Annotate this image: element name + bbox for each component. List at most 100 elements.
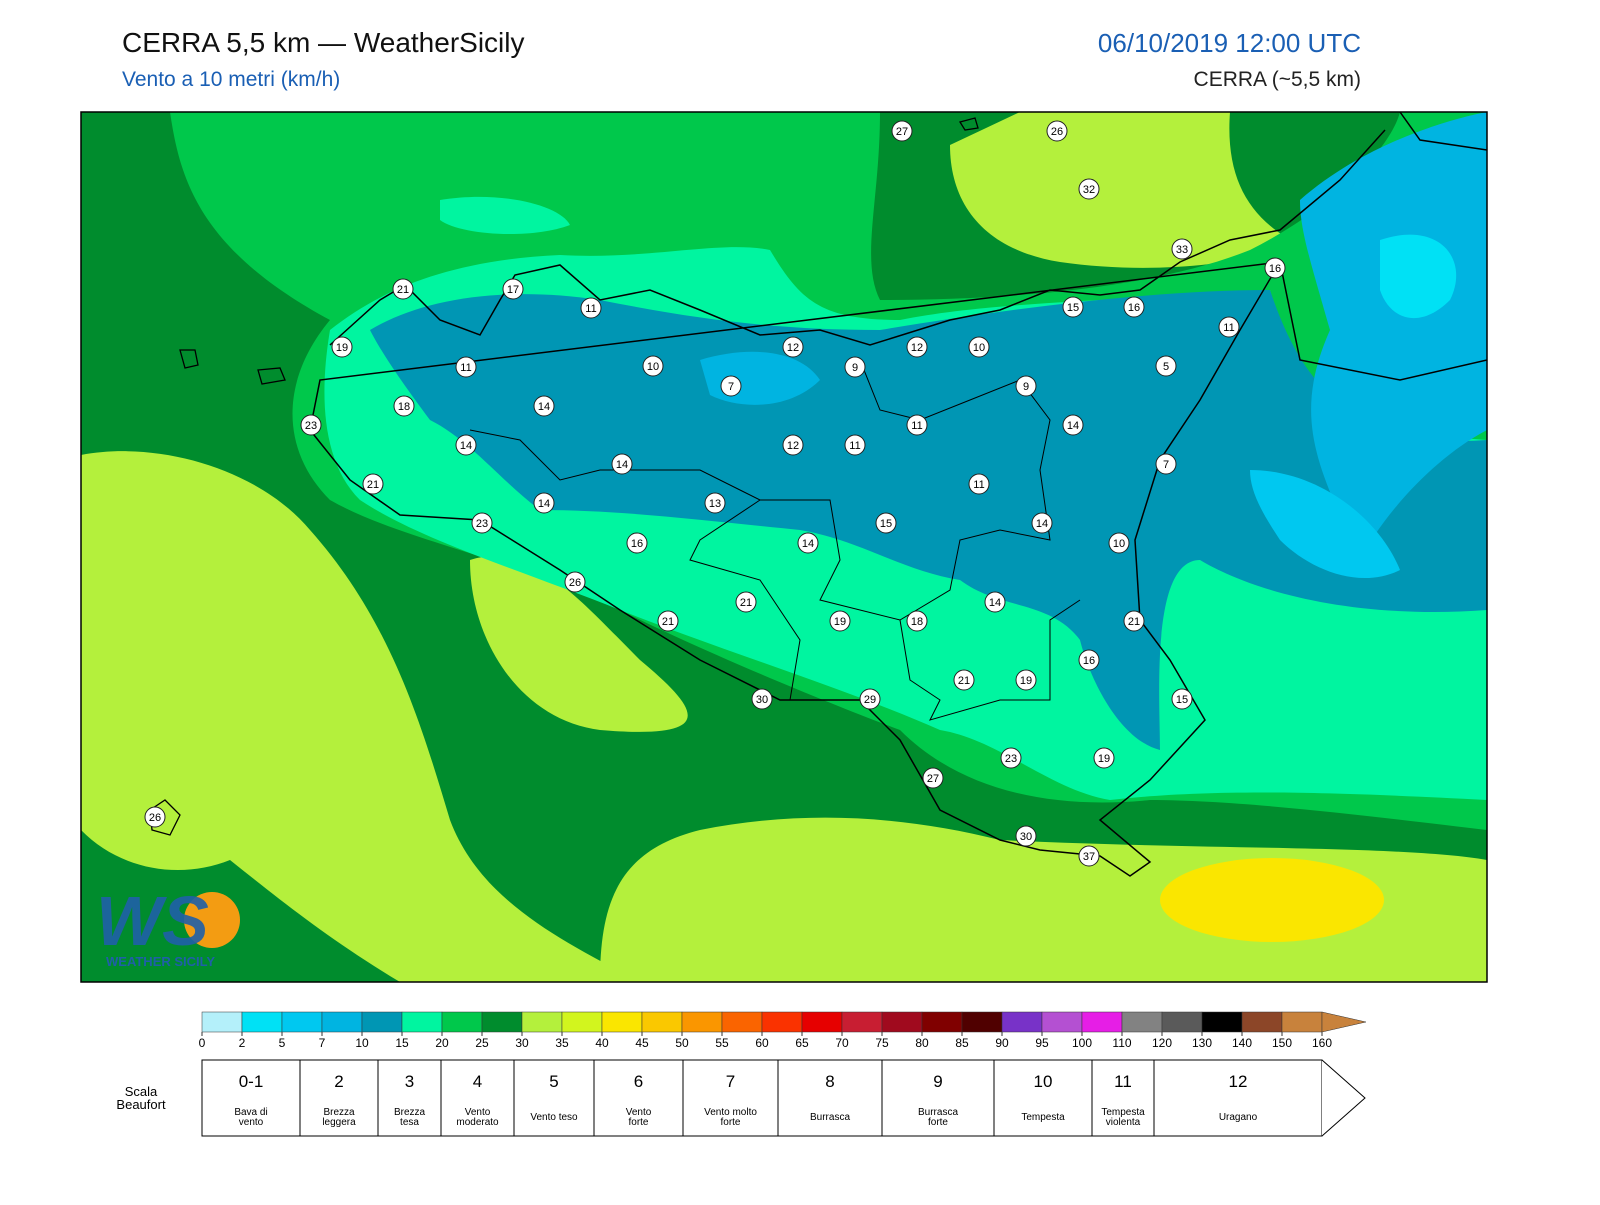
station-value: 11 xyxy=(1223,322,1234,334)
station-value: 27 xyxy=(896,126,908,138)
subtitle: Vento a 10 metri (km/h) xyxy=(122,68,340,91)
beaufort-force: 3 xyxy=(405,1072,414,1091)
station-marker xyxy=(392,278,414,300)
station-value: 23 xyxy=(305,420,317,432)
station-value: 15 xyxy=(1176,694,1188,706)
station-value: 15 xyxy=(1067,302,1079,314)
colorbar-label: 130 xyxy=(1192,1036,1212,1050)
beaufort-arrow xyxy=(1321,1059,1366,1137)
station-marker xyxy=(735,591,757,613)
station-marker xyxy=(875,512,897,534)
beaufort-force: 9 xyxy=(933,1072,942,1091)
station-marker xyxy=(751,688,773,710)
station-value: 32 xyxy=(1083,184,1095,196)
station-value: 14 xyxy=(616,459,628,471)
station-value: 21 xyxy=(1128,616,1140,628)
station-marker xyxy=(1123,610,1145,632)
station-value: 30 xyxy=(1020,831,1032,843)
station-marker xyxy=(1062,296,1084,318)
beaufort-label: Scala xyxy=(125,1084,158,1099)
colorbar-label: 2 xyxy=(239,1036,246,1050)
beaufort-cell xyxy=(682,1059,779,1137)
colorbar-label: 120 xyxy=(1152,1036,1172,1050)
station-marker xyxy=(1078,845,1100,867)
station-marker xyxy=(1264,257,1286,279)
station-value: 14 xyxy=(802,538,814,550)
colorbar-bin xyxy=(721,1011,763,1033)
station-marker xyxy=(1015,825,1037,847)
station-value: 16 xyxy=(1269,263,1281,275)
station-value: 29 xyxy=(864,694,876,706)
station-marker xyxy=(393,395,415,417)
beaufort-cell xyxy=(593,1059,684,1137)
station-value: 19 xyxy=(834,616,846,628)
station-marker xyxy=(502,278,524,300)
station-value: 12 xyxy=(911,342,923,354)
map-frame xyxy=(80,111,1488,983)
station-value: 15 xyxy=(880,518,892,530)
colorbar-bin xyxy=(201,1011,243,1033)
colorbar-label: 85 xyxy=(955,1036,969,1050)
station-marker xyxy=(1046,120,1068,142)
colorbar-bin xyxy=(241,1011,283,1033)
station-value: 12 xyxy=(787,440,799,452)
colorbar-label: 80 xyxy=(915,1036,929,1050)
beaufort-desc: Vento xyxy=(626,1107,652,1118)
beaufort-desc: forte xyxy=(628,1117,648,1128)
station-value: 18 xyxy=(911,616,923,628)
beaufort-cell xyxy=(993,1059,1093,1137)
station-marker xyxy=(580,297,602,319)
colorbar-bin xyxy=(1081,1011,1123,1033)
station-marker xyxy=(1155,355,1177,377)
colorbar-label: 50 xyxy=(675,1036,689,1050)
colorbar-bin xyxy=(481,1011,523,1033)
station-value: 21 xyxy=(397,284,409,296)
colorbar-label: 150 xyxy=(1272,1036,1292,1050)
station-value: 16 xyxy=(631,538,643,550)
model-info: CERRA (~5,5 km) xyxy=(1194,68,1361,91)
station-marker xyxy=(626,532,648,554)
station-marker xyxy=(1062,414,1084,436)
beaufort-desc: leggera xyxy=(322,1117,356,1128)
beaufort-desc: vento xyxy=(239,1117,264,1128)
station-marker xyxy=(720,375,742,397)
colorbar-label: 160 xyxy=(1312,1036,1332,1050)
station-marker xyxy=(1218,316,1240,338)
station-value: 9 xyxy=(852,362,858,374)
colorbar-label: 20 xyxy=(435,1036,449,1050)
station-value: 26 xyxy=(1051,126,1063,138)
colorbar-label: 30 xyxy=(515,1036,529,1050)
station-marker xyxy=(657,610,679,632)
colorbar-bin xyxy=(841,1011,883,1033)
station-marker xyxy=(455,356,477,378)
beaufort-force: 0-1 xyxy=(239,1072,264,1091)
colorbar: 0 2 5 7 10 15 20 25 30 35 40 45 50 55 60 65 70 75 80 85 90 95… xyxy=(199,1011,1367,1050)
beaufort-cell xyxy=(881,1059,995,1137)
beaufort-cell xyxy=(201,1059,301,1137)
station-value: 33 xyxy=(1176,244,1188,256)
colorbar-label: 7 xyxy=(319,1036,326,1050)
beaufort-force: 4 xyxy=(473,1072,482,1091)
colorbar-label: 75 xyxy=(875,1036,889,1050)
station-marker xyxy=(300,414,322,436)
colorbar-label: 55 xyxy=(715,1036,729,1050)
colorbar-bin xyxy=(281,1011,323,1033)
station-marker xyxy=(642,355,664,377)
station-marker xyxy=(362,473,384,495)
beaufort-desc: Burrasca xyxy=(810,1112,850,1123)
station-value: 13 xyxy=(709,498,721,510)
station-value: 16 xyxy=(1128,302,1140,314)
station-value: 14 xyxy=(989,597,1001,609)
station-value: 14 xyxy=(1036,518,1048,530)
colorbar-label: 10 xyxy=(355,1036,369,1050)
station-marker xyxy=(1078,178,1100,200)
beaufort-force: 6 xyxy=(634,1072,643,1091)
station-marker xyxy=(782,434,804,456)
beaufort-desc: Burrasca xyxy=(918,1107,958,1118)
station-value: 14 xyxy=(538,498,550,510)
colorbar-bin xyxy=(1241,1011,1283,1033)
station-marker xyxy=(906,610,928,632)
colorbar-bin xyxy=(441,1011,483,1033)
station-value: 14 xyxy=(1067,420,1079,432)
